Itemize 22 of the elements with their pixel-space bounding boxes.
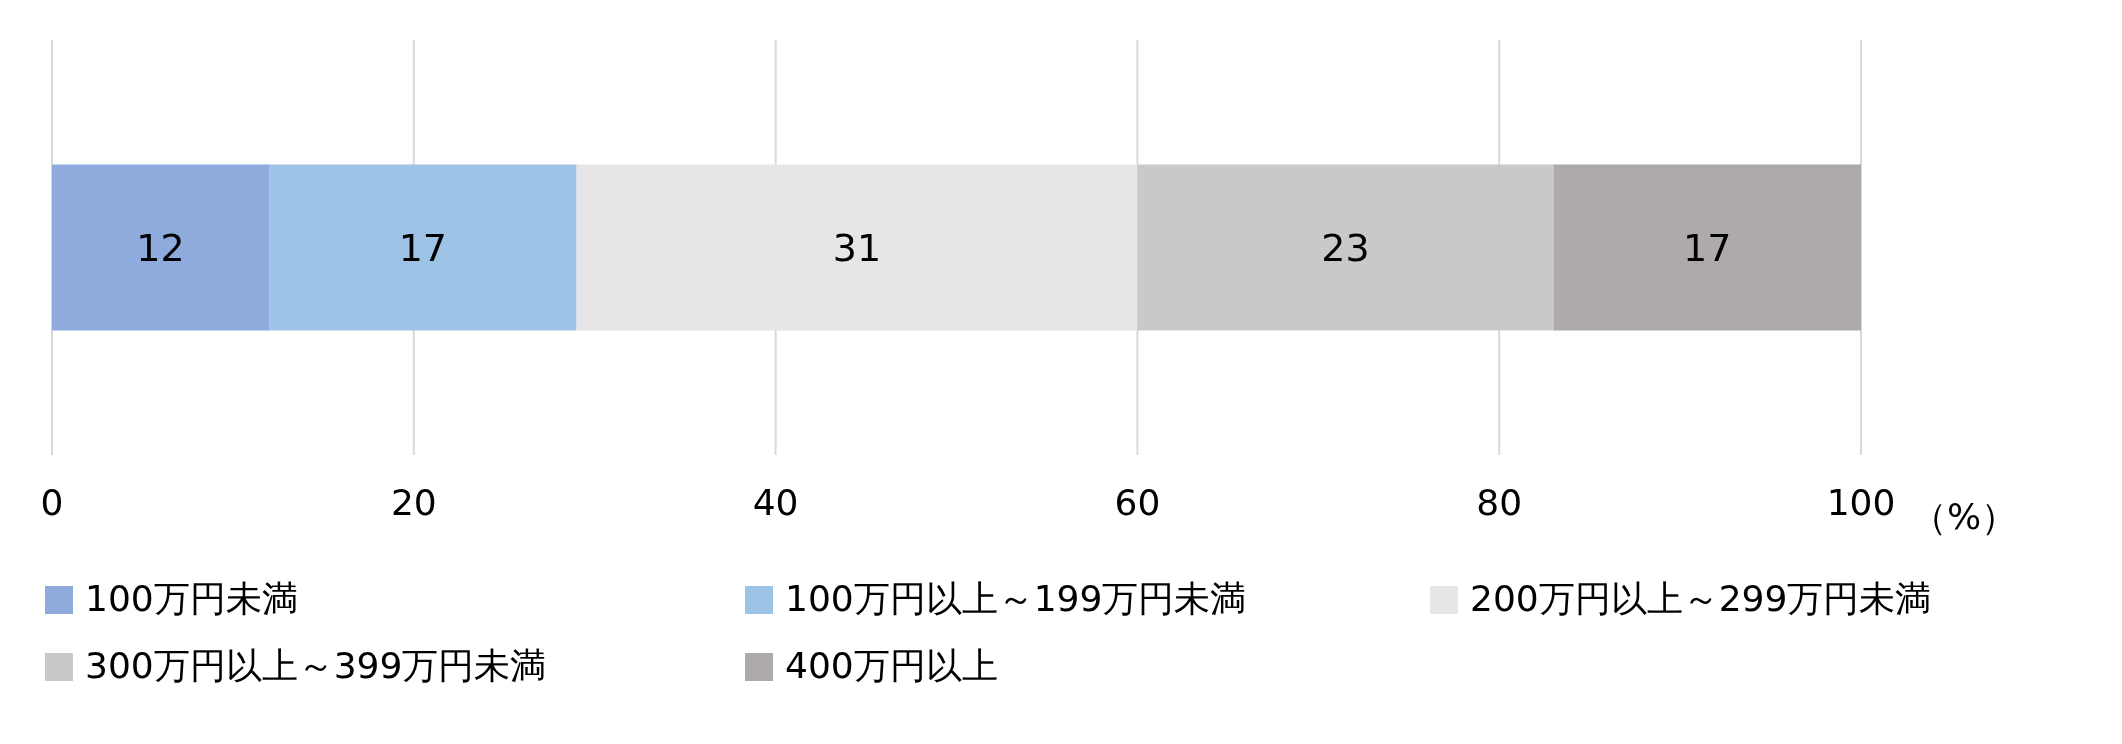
bar	[52, 164, 270, 331]
bar	[576, 164, 1138, 331]
x-tick-label: 40	[752, 481, 799, 523]
bar	[1553, 164, 1861, 331]
bar	[1137, 164, 1554, 331]
data-label: 23	[1321, 225, 1370, 270]
x-axis-title: （%）	[1911, 495, 2018, 539]
x-tick-label: 20	[390, 481, 437, 523]
x-tick-label: 0	[40, 481, 64, 523]
data-label: 12	[136, 225, 185, 270]
legend-label: 300万円以上～399万円未満	[85, 644, 547, 688]
legend-label: 100万円以上～199万円未満	[785, 577, 1247, 621]
x-tick-label: 60	[1114, 481, 1161, 523]
legend-label: 400万円以上	[785, 644, 998, 688]
x-tick-label: 80	[1476, 481, 1523, 523]
data-label: 17	[1683, 225, 1732, 270]
bar	[269, 164, 577, 331]
legend-label: 100万円未満	[85, 577, 298, 621]
data-label: 17	[398, 225, 448, 270]
x-tick-label: 100	[1826, 481, 1896, 523]
legend-label: 200万円以上～299万円未満	[1470, 577, 1932, 621]
data-label: 31	[832, 225, 882, 270]
